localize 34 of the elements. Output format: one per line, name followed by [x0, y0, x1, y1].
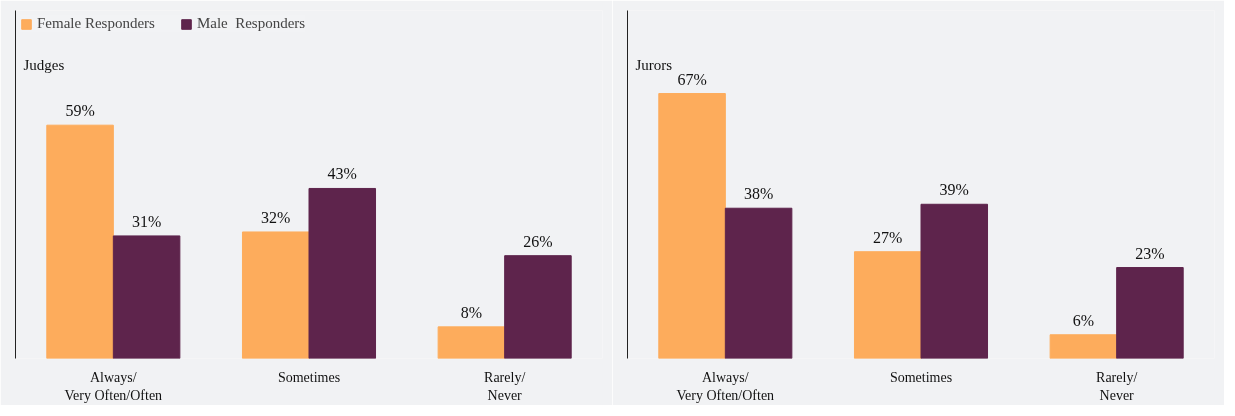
- bar: [853, 251, 922, 359]
- data-label: 23%: [1135, 244, 1165, 262]
- bar: [46, 124, 114, 359]
- data-label: 59%: [65, 102, 95, 120]
- bar: [658, 93, 726, 359]
- bar: [308, 187, 377, 359]
- data-label: 43%: [327, 165, 357, 183]
- data-label: 26%: [523, 232, 553, 250]
- data-label: 67%: [677, 70, 707, 88]
- data-label: 39%: [939, 181, 969, 199]
- data-label: 31%: [131, 212, 162, 230]
- bar: [437, 326, 506, 359]
- data-label: 27%: [873, 228, 903, 246]
- text: Jurors: [635, 57, 673, 74]
- bar: [1049, 334, 1118, 359]
- data-label: 8%: [460, 303, 483, 321]
- data-label: 6%: [1072, 311, 1095, 329]
- legend-label: Male Responders: [196, 15, 306, 32]
- bar: [724, 207, 793, 359]
- text: Judges: [23, 57, 65, 74]
- x-tick-label: Sometimes: [889, 369, 953, 385]
- bar: [112, 235, 181, 359]
- x-tick-label: Rarely/ Never: [1096, 369, 1138, 403]
- bar: [241, 231, 310, 359]
- bar: [504, 255, 572, 359]
- x-tick-label: Always/ Very Often/Often: [64, 369, 163, 403]
- bar: [920, 203, 989, 359]
- data-label: 38%: [743, 185, 774, 203]
- legend-label: Female Responders: [37, 15, 155, 32]
- data-label: 32%: [261, 208, 291, 226]
- bar: [1116, 267, 1184, 359]
- x-tick-label: Always/ Very Often/Often: [676, 369, 775, 403]
- x-tick-label: Sometimes: [277, 369, 341, 385]
- x-tick-label: Rarely/ Never: [484, 369, 526, 403]
